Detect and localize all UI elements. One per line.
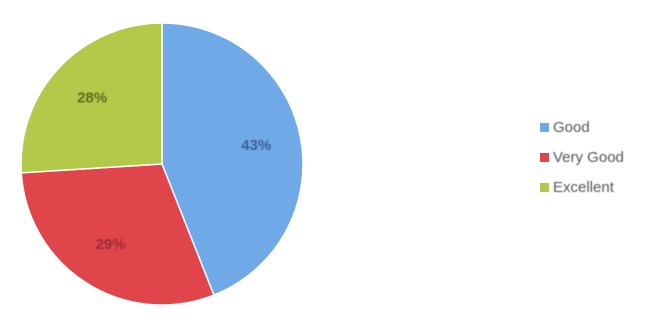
legend-label-good: Good [553, 118, 590, 136]
slice-label-good: 43% [241, 137, 271, 154]
pie-slice-good [161, 22, 304, 297]
legend-item-very-good: Very Good [540, 142, 668, 172]
pie-slice-very-good [20, 163, 215, 306]
legend-swatch-excellent [540, 182, 549, 192]
legend-item-excellent: Excellent [540, 172, 668, 202]
slice-label-excellent: 28% [77, 89, 107, 106]
legend-label-very-good: Very Good [553, 148, 624, 166]
legend-swatch-very-good [540, 152, 549, 162]
legend-item-good: Good [540, 112, 668, 142]
legend-label-excellent: Excellent [553, 178, 614, 196]
slice-label-very-good: 29% [96, 236, 126, 253]
chart-legend: Good Very Good Excellent [540, 112, 668, 202]
pie-slice-excellent [20, 22, 163, 174]
legend-swatch-good [540, 122, 549, 132]
